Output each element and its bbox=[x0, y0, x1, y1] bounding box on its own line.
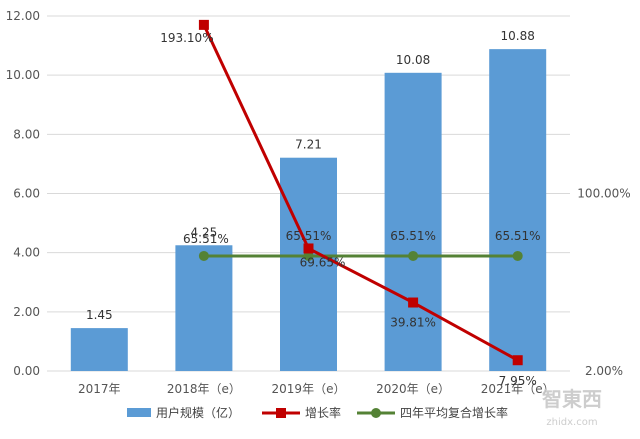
bar-value-label: 4.25 bbox=[191, 225, 218, 239]
y-tick-label: 8.00 bbox=[13, 127, 40, 141]
bar-value-label: 10.88 bbox=[501, 29, 535, 43]
line-value-label: 69.65% bbox=[300, 255, 346, 269]
legend-marker bbox=[276, 408, 286, 418]
bar bbox=[489, 49, 547, 372]
line-labels: 65.51% 65.51% 65.51% 65.51% 193.10% 69.65% 39.… bbox=[160, 31, 540, 388]
bars bbox=[70, 49, 547, 372]
watermark-url: zhidx.com bbox=[546, 417, 597, 428]
x-tick-label: 2018年（e） bbox=[167, 382, 241, 396]
x-axis-ticks: 2017年 2018年（e） 2019年（e） 2020年（e） 2021年（e） bbox=[78, 382, 555, 396]
x-tick-label: 2020年（e） bbox=[376, 382, 450, 396]
series-line bbox=[202, 24, 519, 362]
y-tick-label: 4.00 bbox=[13, 246, 40, 260]
bar bbox=[280, 157, 337, 371]
line-value-label: 193.10% bbox=[160, 31, 213, 45]
bar-value-label: 1.45 bbox=[86, 308, 113, 322]
watermark: 智東西 zhidx.com bbox=[542, 387, 602, 428]
legend-label: 用户规模（亿） bbox=[156, 405, 240, 420]
y-tick-label: 12.00 bbox=[6, 9, 40, 23]
x-tick-label: 2017年 bbox=[78, 382, 121, 396]
y-tick-label: 6.00 bbox=[13, 187, 40, 201]
bar-value-label: 10.08 bbox=[396, 53, 430, 67]
bar-labels: 1.45 4.25 7.21 10.08 10.88 bbox=[86, 29, 535, 322]
y-tick-label: 0.00 bbox=[13, 364, 40, 378]
x-tick-label: 2021年（e） bbox=[481, 382, 555, 396]
line-marker bbox=[303, 243, 314, 254]
legend-label: 增长率 bbox=[305, 405, 341, 420]
legend-label: 四年平均复合增长率 bbox=[400, 405, 508, 420]
y2-axis-ticks: 2.00% 100.00% bbox=[577, 187, 630, 379]
x-tick-label: 2019年（e） bbox=[272, 382, 346, 396]
line-marker bbox=[408, 297, 419, 308]
line-value-label: 65.51% bbox=[286, 229, 332, 243]
y2-tick-label: 2.00% bbox=[585, 364, 623, 378]
watermark-logo: 智東西 bbox=[542, 387, 602, 411]
line-marker bbox=[512, 355, 523, 366]
bar-value-label: 7.21 bbox=[295, 138, 322, 152]
line-marker bbox=[198, 250, 209, 261]
line-marker bbox=[512, 250, 523, 261]
y-axis-ticks: 0.00 2.00 4.00 6.00 8.00 10.00 12.00 bbox=[6, 9, 40, 378]
bar bbox=[175, 245, 233, 371]
line-value-label: 65.51% bbox=[390, 229, 436, 243]
legend-swatch-bar bbox=[127, 408, 151, 417]
line-marker bbox=[198, 19, 209, 30]
line-value-label: 65.51% bbox=[495, 229, 541, 243]
y-tick-label: 2.00 bbox=[13, 305, 40, 319]
y-tick-label: 10.00 bbox=[6, 68, 40, 82]
growth-series bbox=[198, 19, 523, 366]
line-value-label: 65.51% bbox=[183, 232, 229, 246]
line-marker bbox=[408, 250, 419, 261]
bar bbox=[384, 72, 442, 372]
bar bbox=[70, 328, 128, 371]
line-value-label: 39.81% bbox=[390, 316, 436, 330]
legend: 用户规模（亿） 增长率 四年平均复合增长率 bbox=[127, 405, 508, 420]
line-value-label: 7.95% bbox=[499, 374, 537, 388]
y2-tick-label: 100.00% bbox=[577, 187, 630, 201]
legend-marker bbox=[371, 408, 381, 418]
